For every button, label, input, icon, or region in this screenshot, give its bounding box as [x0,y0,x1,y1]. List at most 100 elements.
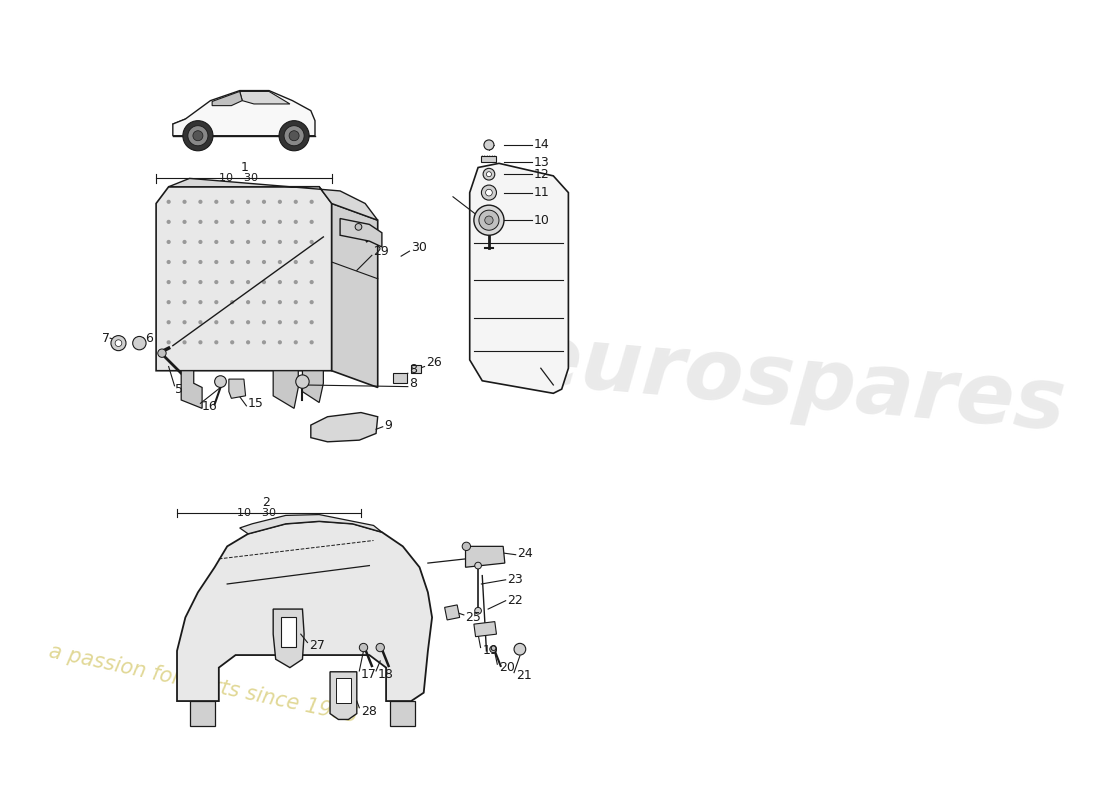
Circle shape [478,210,499,230]
Text: 28: 28 [361,705,377,718]
Text: 30: 30 [411,242,427,254]
Polygon shape [156,186,332,370]
Circle shape [309,220,313,224]
Circle shape [485,190,493,196]
Circle shape [198,200,202,204]
Polygon shape [393,374,407,383]
Text: 22: 22 [507,594,524,607]
Circle shape [246,320,250,324]
Circle shape [284,126,304,146]
Circle shape [166,200,170,204]
Polygon shape [173,90,315,136]
Circle shape [262,320,266,324]
Circle shape [309,280,313,284]
Circle shape [486,172,492,177]
Text: 10: 10 [535,214,550,226]
Circle shape [294,340,298,344]
Text: 29: 29 [374,246,389,258]
Polygon shape [411,365,421,374]
Polygon shape [482,156,496,162]
Circle shape [475,607,482,614]
Text: 1: 1 [241,161,249,174]
Polygon shape [212,91,242,106]
Circle shape [183,300,187,304]
Circle shape [166,220,170,224]
Polygon shape [302,370,323,402]
Circle shape [262,280,266,284]
Text: 13: 13 [535,156,550,169]
Text: 10 - 30: 10 - 30 [238,508,276,518]
Circle shape [360,643,367,652]
Circle shape [262,300,266,304]
Circle shape [166,340,170,344]
Circle shape [309,300,313,304]
Polygon shape [182,370,202,408]
Circle shape [278,340,282,344]
Text: 17: 17 [361,668,377,681]
Circle shape [485,216,493,224]
Circle shape [183,340,187,344]
Circle shape [482,185,496,200]
Polygon shape [444,605,460,620]
Polygon shape [311,413,377,442]
Circle shape [289,130,299,141]
Circle shape [198,340,202,344]
Circle shape [262,200,266,204]
Text: a passion for parts since 1985: a passion for parts since 1985 [47,642,360,727]
Text: 11: 11 [535,186,550,199]
Circle shape [246,300,250,304]
Text: 14: 14 [535,138,550,151]
Text: 24: 24 [517,546,534,559]
Circle shape [294,240,298,244]
Polygon shape [340,218,382,247]
Circle shape [214,376,227,387]
Polygon shape [240,91,290,104]
Polygon shape [330,672,356,719]
Circle shape [214,280,219,284]
Circle shape [278,260,282,264]
Circle shape [278,320,282,324]
Polygon shape [168,178,377,220]
Circle shape [278,200,282,204]
Circle shape [475,562,482,569]
Circle shape [294,220,298,224]
Circle shape [246,240,250,244]
Circle shape [214,320,219,324]
Circle shape [214,220,219,224]
Text: 7: 7 [101,332,110,345]
Circle shape [230,300,234,304]
Circle shape [183,200,187,204]
Circle shape [198,320,202,324]
Circle shape [230,280,234,284]
Polygon shape [177,522,432,701]
Circle shape [278,240,282,244]
Circle shape [309,340,313,344]
Polygon shape [273,370,298,408]
Circle shape [294,320,298,324]
Circle shape [183,260,187,264]
Circle shape [376,643,384,652]
Circle shape [294,200,298,204]
Circle shape [111,336,126,350]
Polygon shape [229,379,245,398]
Circle shape [246,340,250,344]
Circle shape [166,260,170,264]
Circle shape [183,240,187,244]
Circle shape [166,240,170,244]
Circle shape [262,340,266,344]
Circle shape [166,300,170,304]
Circle shape [483,168,495,180]
Text: 15: 15 [249,397,264,410]
Circle shape [230,340,234,344]
Circle shape [214,200,219,204]
Circle shape [278,220,282,224]
Circle shape [214,240,219,244]
Polygon shape [390,701,416,726]
Circle shape [514,643,526,655]
Circle shape [183,320,187,324]
Circle shape [116,340,122,346]
Circle shape [133,337,146,350]
Polygon shape [189,701,214,726]
Polygon shape [240,514,382,534]
Text: 26: 26 [426,356,442,369]
